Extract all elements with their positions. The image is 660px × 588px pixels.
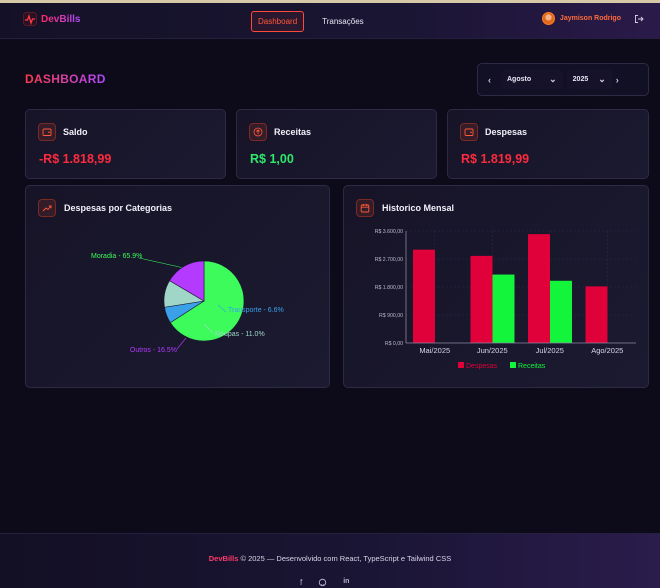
pie-slice-label: Outros - 16.5% <box>130 347 177 354</box>
footer-copyright: © 2025 — Desenvolvido com React, TypeScr… <box>240 554 452 563</box>
y-tick-label: R$ 0,00 <box>385 341 403 347</box>
saldo-label: Saldo <box>63 127 88 137</box>
legend-label: Receitas <box>518 363 546 370</box>
wallet-icon <box>38 123 56 141</box>
pulse-icon <box>23 12 37 26</box>
expense-bar <box>528 234 550 343</box>
pie-panel-title: Despesas por Categorias <box>64 203 173 213</box>
chevron-right-icon[interactable]: › <box>615 74 619 85</box>
wallet-icon <box>460 123 478 141</box>
period-selector: ‹ Agosto ⌄ 2025 ⌄ › <box>477 63 649 96</box>
header: DevBills Dashboard Transações Jaymison R… <box>0 3 660 39</box>
pie-leader-line <box>217 304 227 313</box>
pie-slice <box>169 260 245 342</box>
user-menu: Jaymison Rodrigo <box>541 12 644 25</box>
y-tick-label: R$ 2.700,00 <box>375 257 403 263</box>
pie-leader-line <box>138 257 185 269</box>
legend-swatch <box>510 362 516 368</box>
pie-leader-line <box>203 323 214 334</box>
linkedin-icon[interactable]: in <box>343 578 350 585</box>
top-accent-line <box>0 0 660 3</box>
main-nav: Dashboard Transações <box>251 11 370 32</box>
month-select[interactable]: Agosto ⌄ <box>501 70 563 89</box>
logo-text: DevBills <box>41 13 81 25</box>
social-links: f in <box>300 578 349 587</box>
x-tick-label: Jun/2025 <box>477 346 508 355</box>
receitas-label: Receitas <box>274 127 312 137</box>
x-tick-label: Mai/2025 <box>419 346 450 355</box>
page-title: DASHBOARD <box>25 72 106 86</box>
bar-panel: Historico Mensal R$ 0,00 R$ 900,00 R$ 1.80… <box>343 185 649 388</box>
nav-transactions-link[interactable]: Transações <box>322 17 364 26</box>
nav-dashboard-button[interactable]: Dashboard <box>251 11 305 32</box>
facebook-icon[interactable]: f <box>300 578 303 587</box>
saldo-value: -R$ 1.818,99 <box>39 152 112 166</box>
pie-panel: Despesas por Categorias Moradia - 65.9% T… <box>25 185 330 388</box>
trending-up-icon <box>38 199 56 217</box>
pie-leader-line <box>176 337 187 350</box>
footer: DevBills © 2025 — Desenvolvido com React… <box>0 533 660 588</box>
chevron-down-icon: ⌄ <box>549 74 557 84</box>
bar-chart: R$ 0,00 R$ 900,00 R$ 1.800,00 R$ 2.700,00 R$… <box>375 229 636 370</box>
y-tick-label: R$ 900,00 <box>379 313 403 319</box>
logo[interactable]: DevBills <box>23 12 80 26</box>
logout-icon[interactable] <box>634 14 644 24</box>
month-value: Agosto <box>507 76 532 83</box>
x-tick-label: Jul/2025 <box>536 346 564 355</box>
y-tick-label: R$ 1.800,00 <box>375 285 403 291</box>
bar-panel-title: Historico Mensal <box>382 203 455 213</box>
footer-text: DevBills © 2025 — Desenvolvido com React… <box>0 554 660 563</box>
arrow-up-icon <box>249 123 267 141</box>
pie-slice-label: Moradia - 65.9% <box>91 253 142 260</box>
github-icon[interactable] <box>318 578 327 587</box>
chevron-left-icon[interactable]: ‹ <box>488 74 491 85</box>
saldo-card: Saldo -R$ 1.818,99 <box>25 109 226 179</box>
year-select[interactable]: 2025 ⌄ <box>566 70 612 89</box>
despesas-value: R$ 1.819,99 <box>461 152 530 166</box>
despesas-card: Despesas R$ 1.819,99 <box>447 109 649 179</box>
pie-slice-label: Transporte - 6.6% <box>228 307 284 314</box>
expense-bar <box>413 249 435 343</box>
pie-slice <box>169 260 205 302</box>
legend-swatch <box>458 362 464 368</box>
pie-slice-label: Roupas - 11.0% <box>215 331 265 338</box>
x-tick-label: Ago/2025 <box>591 346 623 355</box>
calendar-icon <box>356 199 374 217</box>
expense-bar <box>470 255 493 343</box>
user-name: Jaymison Rodrigo <box>559 15 621 22</box>
despesas-label: Despesas <box>485 127 528 137</box>
income-bar <box>550 280 572 343</box>
receitas-card: Receitas R$ 1,00 <box>236 109 437 179</box>
legend-label: Despesas <box>466 363 498 370</box>
pie-chart: Moradia - 65.9% Transporte - 6.6% Roupas -… <box>91 253 284 354</box>
y-tick-label: R$ 3.600,00 <box>375 229 403 235</box>
expense-bar <box>585 286 608 343</box>
footer-brand: DevBills <box>208 554 239 563</box>
receitas-value: R$ 1,00 <box>250 152 294 166</box>
avatar[interactable] <box>541 12 555 25</box>
income-bar <box>492 274 515 343</box>
year-value: 2025 <box>572 76 589 83</box>
chevron-down-icon: ⌄ <box>598 74 606 84</box>
